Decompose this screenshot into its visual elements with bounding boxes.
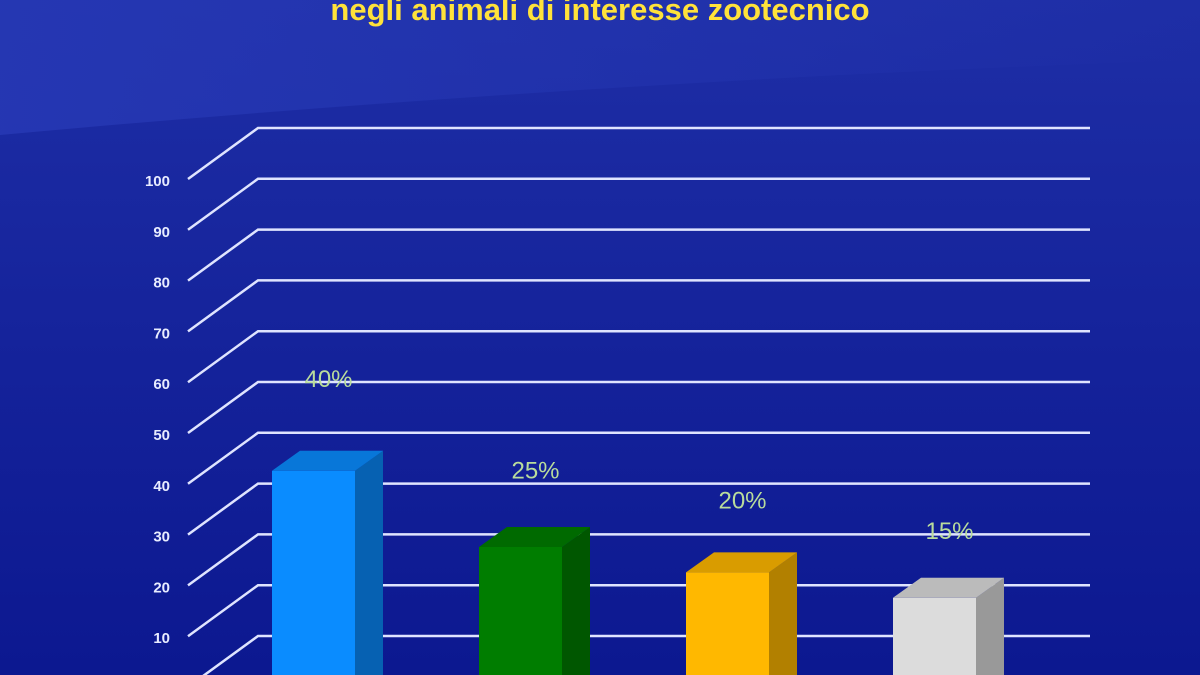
bar-side-shade [976,577,1004,675]
bar-side [355,450,383,675]
y-tick-label: 90 [153,224,170,241]
y-tick-label: 50 [153,427,170,444]
y-tick-label: 10 [153,630,170,647]
bar-side-shade [769,552,797,675]
grid-line [187,533,1090,587]
bar [893,597,976,675]
grid-line [187,126,1090,181]
grid-line [187,329,1090,384]
grid-line [187,380,1090,435]
value-label: 20% [718,488,766,515]
background-band [0,0,1200,135]
bar-top-shade [272,450,383,471]
y-tick-label: 80 [153,275,170,292]
chart-title: negli animali di interesse zootecnico [330,0,869,27]
value-label: 25% [511,457,559,484]
bar-side [769,552,797,675]
y-tick-label: 40 [153,478,170,495]
y-tick-label: 70 [153,325,170,342]
bar-side [976,577,1004,675]
bar-side-shade [562,527,590,675]
grid-line [187,228,1090,282]
bar [479,547,562,675]
bar-top [272,450,383,471]
y-tick-label: 100 [145,173,170,190]
grid-line [187,431,1090,485]
bar-top [479,527,590,547]
bar-top-shade [893,577,1004,598]
value-label: 40% [304,366,352,393]
bar-side [562,527,590,675]
bar-top-shade [479,527,590,547]
value-label: 15% [925,518,973,545]
y-tick-label: 60 [153,376,170,393]
bar-top-shade [686,552,797,573]
grid-line [202,634,1090,675]
grid-line [187,583,1090,638]
grid-line [187,177,1090,231]
bar-side-shade [355,450,383,675]
bar-top [686,552,797,573]
y-tick-label: 30 [153,529,170,546]
bar [686,572,769,675]
grid-line [187,482,1090,536]
bar-top [893,577,1004,598]
bar [272,470,355,675]
grid-line [187,279,1090,333]
y-tick-label: 20 [153,579,170,596]
plot-area: 10 20 30 40 50 60 70 80 90 100 40% 25% 20% 15% [145,126,1090,675]
